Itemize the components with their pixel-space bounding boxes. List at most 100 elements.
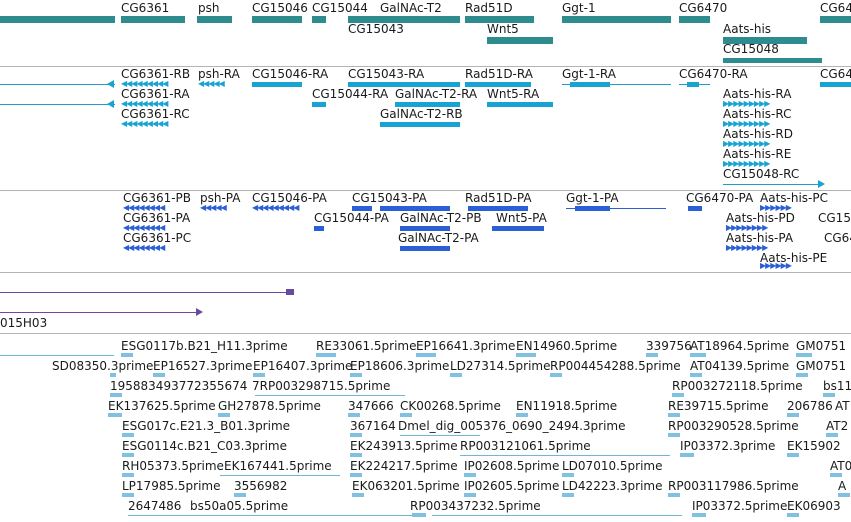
est-feature[interactable] (121, 353, 133, 357)
protein-label[interactable]: Aats-his-PA (726, 231, 794, 245)
mrna-feature[interactable] (395, 102, 460, 107)
gene-feature[interactable] (487, 37, 553, 44)
est-label[interactable]: AT0 (830, 459, 851, 473)
mrna-label[interactable]: CG6361-RB (121, 67, 191, 81)
gene-feature[interactable] (197, 16, 232, 23)
mrna-feature[interactable] (348, 82, 460, 87)
cds-chevrons[interactable]: ◀◀◀◀◀◀◀◀◀ (252, 203, 299, 212)
mrna-label[interactable]: psh-RA (198, 67, 240, 81)
mrna-feature[interactable] (0, 104, 115, 105)
gene-label[interactable]: CG15044 (312, 1, 368, 15)
cds-feature[interactable] (688, 206, 702, 211)
mrna-feature[interactable] (487, 102, 553, 107)
est-feature[interactable] (348, 413, 360, 417)
mrna-feature[interactable] (687, 82, 699, 87)
est-label[interactable]: ESG017c.E21.3_B01.3prime (122, 419, 291, 433)
cds-chevrons[interactable]: ▶▶▶▶▶▶ (760, 203, 792, 212)
est-feature[interactable] (128, 515, 418, 516)
gene-label[interactable]: CG6361 (121, 1, 170, 15)
est-feature[interactable] (350, 473, 362, 477)
est-feature[interactable] (350, 433, 362, 437)
est-label[interactable]: RP003272118.5prime (672, 379, 803, 393)
est-label[interactable]: 339756 (646, 339, 692, 353)
gene-label[interactable]: psh (198, 1, 220, 15)
est-label[interactable]: LD42223.3prime (562, 479, 663, 493)
est-label[interactable]: EK063201.5prime (352, 479, 460, 493)
protein-label[interactable]: CG6361-PB (123, 191, 192, 205)
clone-feature[interactable] (0, 312, 200, 313)
est-feature[interactable] (692, 513, 706, 517)
est-label[interactable]: EK15902 (787, 439, 841, 453)
protein-label[interactable]: CG6361-PC (123, 231, 192, 245)
est-feature[interactable] (412, 513, 426, 517)
est-label[interactable]: EN14960.5prime (516, 339, 618, 353)
est-feature[interactable] (668, 433, 680, 437)
est-feature[interactable] (464, 493, 476, 497)
est-label[interactable]: ESG0114c.B21_C03.3prime (122, 439, 288, 453)
protein-label[interactable]: CG150 (818, 211, 851, 225)
est-label[interactable]: 7RP003298715.5prime (252, 379, 391, 393)
est-feature[interactable] (0, 355, 114, 356)
est-label[interactable]: AT2 (826, 419, 849, 433)
protein-label[interactable]: CG15046-PA (252, 191, 327, 205)
est-label[interactable]: ESG0117b.B21_H11.3prime (121, 339, 288, 353)
protein-label[interactable]: Ggt-1-PA (566, 191, 619, 205)
est-label[interactable]: A (838, 479, 847, 493)
est-label[interactable]: EK167441.5prime (224, 459, 332, 473)
est-feature[interactable] (220, 475, 340, 476)
mrna-chevrons[interactable]: ▶▶▶▶▶▶▶▶▶ (723, 159, 770, 168)
cds-feature[interactable] (566, 208, 666, 209)
est-label[interactable]: RP003290528.5prime (668, 419, 799, 433)
gene-label[interactable]: GalNAc-T2 (380, 1, 442, 15)
mrna-label[interactable]: CG6361-RC (121, 107, 190, 121)
mrna-feature[interactable] (820, 82, 851, 87)
est-feature[interactable] (787, 453, 799, 457)
protein-label[interactable]: CG6470-PA (686, 191, 754, 205)
protein-label[interactable]: Aats-his-PC (760, 191, 828, 205)
est-label[interactable]: GM0751 (796, 339, 847, 353)
est-feature[interactable] (668, 413, 680, 417)
cds-feature[interactable] (400, 226, 450, 231)
mrna-feature[interactable] (252, 82, 302, 87)
est-feature[interactable] (218, 413, 230, 417)
cds-chevrons[interactable]: ▶▶▶▶▶▶▶▶ (726, 243, 768, 252)
est-label[interactable]: 2647486 (128, 499, 182, 513)
cds-feature[interactable] (314, 226, 324, 231)
est-label[interactable]: 206786 (787, 399, 833, 413)
est-label[interactable]: LD07010.5prime (562, 459, 663, 473)
est-feature[interactable] (562, 473, 574, 477)
protein-label[interactable]: CG15044-PA (314, 211, 389, 225)
protein-label[interactable]: Rad51D-PA (465, 191, 532, 205)
mrna-label[interactable]: Aats-his-RA (723, 87, 792, 101)
protein-label[interactable]: GalNAc-T2-PB (400, 211, 482, 225)
mrna-feature[interactable] (465, 82, 531, 87)
est-feature[interactable] (400, 413, 412, 417)
est-label[interactable]: AT04139.5prime (690, 359, 790, 373)
gene-feature[interactable] (723, 58, 822, 63)
est-label[interactable]: IP03372.5prime (692, 499, 788, 513)
mrna-label[interactable]: Ggt-1-RA (562, 67, 616, 81)
est-feature[interactable] (255, 395, 405, 396)
est-label[interactable]: 195883493772355674 (110, 379, 248, 393)
gene-label[interactable]: CG6470 (679, 1, 728, 15)
est-feature[interactable] (787, 413, 799, 417)
mrna-label[interactable]: GalNAc-T2-RA (395, 87, 478, 101)
cds-feature[interactable] (400, 246, 450, 251)
gene-feature[interactable] (121, 16, 185, 23)
gene-feature[interactable] (820, 16, 851, 23)
protein-label[interactable]: Wnt5-PA (496, 211, 547, 225)
est-label[interactable]: RP003121061.5prime (460, 439, 591, 453)
mrna-label[interactable]: CG6361-RA (121, 87, 190, 101)
est-label[interactable]: AT (835, 399, 850, 413)
mrna-chevrons[interactable]: ▶▶▶▶▶▶▶▶▶ (723, 119, 770, 128)
cds-chevrons[interactable]: ◀◀◀◀◀ (200, 203, 227, 212)
est-feature[interactable] (122, 473, 134, 477)
est-label[interactable]: IP03372.3prime (680, 439, 776, 453)
est-label[interactable]: EN11918.5prime (516, 399, 618, 413)
gene-label[interactable]: CG15043 (348, 22, 404, 36)
est-label[interactable]: IP02605.5prime (464, 479, 560, 493)
gene-feature[interactable] (312, 16, 326, 23)
mrna-label[interactable]: CG15048-RC (723, 167, 800, 181)
est-feature[interactable] (690, 353, 706, 357)
est-feature[interactable] (122, 453, 134, 457)
